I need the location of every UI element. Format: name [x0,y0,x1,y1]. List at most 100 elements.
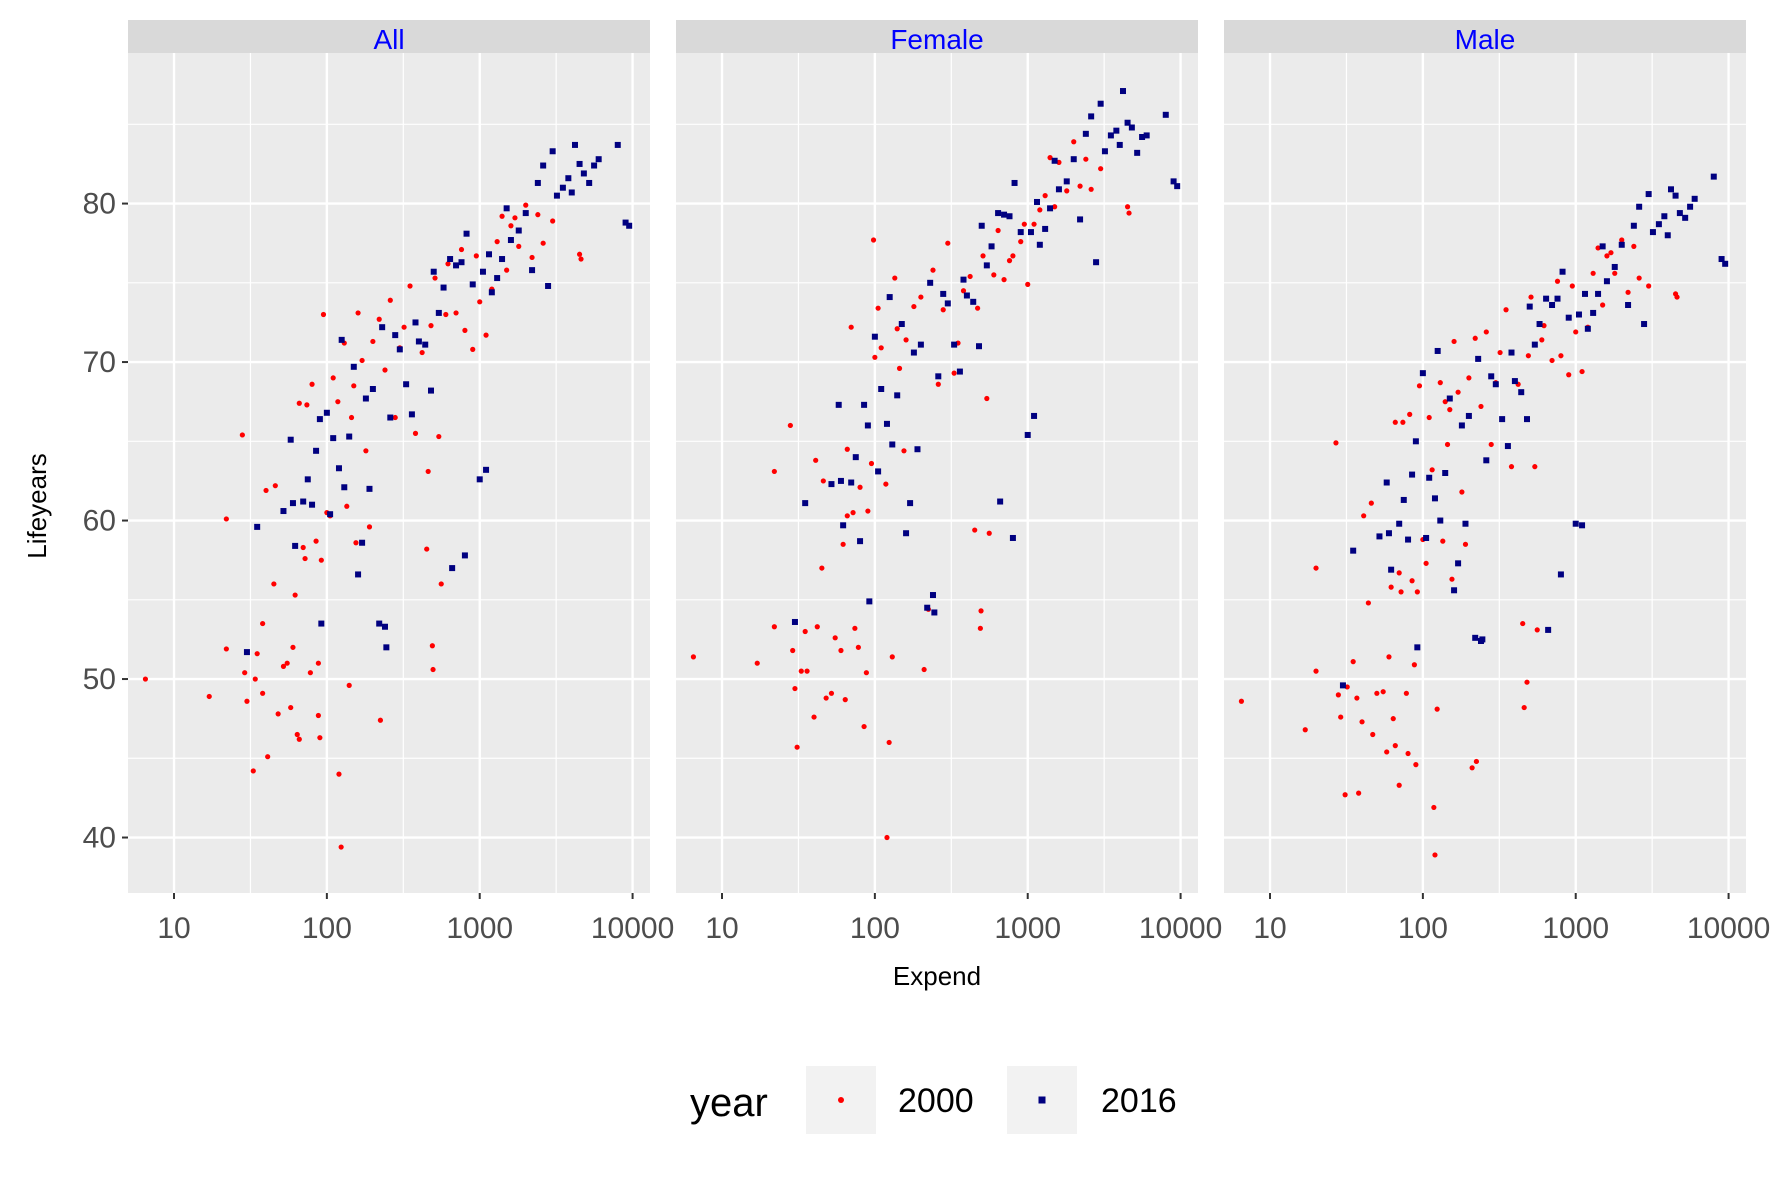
point-2000 [494,239,500,245]
point-2000 [292,592,298,598]
point-2000 [794,744,800,750]
point-2000 [363,448,369,454]
point-2000 [529,254,535,261]
point-2016 [1093,259,1100,266]
point-2000 [223,516,229,522]
point-2000 [838,647,844,654]
point-2000 [1042,193,1048,199]
point-2000 [1405,750,1411,757]
point-2016 [403,381,410,388]
point-2016 [447,256,454,263]
point-2000 [523,202,529,208]
point-2000 [1083,156,1089,162]
point-2016 [1504,443,1511,450]
point-2016 [1691,195,1698,202]
point-2016 [1584,325,1591,332]
point-2016 [1508,349,1515,356]
point-2000 [1449,576,1455,582]
point-2016 [883,420,890,427]
point-2000 [1444,441,1451,448]
point-2000 [911,303,917,310]
point-2000 [1333,440,1339,446]
point-2016 [1499,416,1506,423]
point-2000 [857,484,863,490]
point-2000 [1508,464,1515,470]
facet-label: All [373,24,404,55]
point-2000 [1469,765,1475,771]
point-2000 [424,546,430,552]
point-2016 [1572,520,1579,527]
point-2000 [1392,419,1398,425]
point-2000 [1313,668,1319,674]
point-2016 [591,162,598,169]
point-2000 [432,275,438,281]
point-2000 [1380,689,1386,695]
point-2016 [379,324,386,331]
point-2000 [320,311,327,318]
point-2000 [1558,353,1564,359]
point-2016 [1426,474,1433,481]
point-2000 [1434,706,1440,712]
point-2000 [1674,294,1680,300]
point-2000 [392,414,398,421]
point-2016 [1649,229,1656,236]
point-2000 [346,682,352,688]
point-2000 [1534,627,1540,633]
point-2016 [889,441,896,448]
point-2016 [1011,179,1018,186]
point-2016 [479,268,486,275]
point-2016 [392,332,399,339]
point-2000 [978,608,984,614]
point-2016 [1565,314,1572,321]
point-2016 [1595,290,1602,297]
point-2016 [852,454,859,461]
facet-male: Male 10 100 1000 10000 [1224,20,1770,945]
point-2000 [883,481,889,487]
point-2016 [917,341,924,348]
point-2016 [861,401,868,408]
point-2000 [1386,654,1392,660]
point-2000 [338,844,344,850]
point-2000 [355,310,361,316]
point-2016 [907,500,914,507]
point-2000 [1451,338,1457,345]
point-2000 [1497,349,1503,356]
point-2016 [1599,243,1606,250]
point-2016 [1455,560,1462,567]
x-axis-title: Expend [893,961,981,991]
point-2016 [875,468,882,475]
point-2016 [549,148,556,155]
point-2000 [313,538,319,544]
point-2000 [842,697,848,703]
point-2000 [1600,302,1606,308]
point-2000 [1396,782,1402,788]
point-2016 [1434,347,1441,354]
panel-background [1224,53,1746,893]
point-2016 [1051,157,1058,164]
point-2000 [945,240,951,246]
point-2016 [1082,130,1089,137]
point-2016 [476,476,483,483]
panel-background [676,53,1198,893]
point-2000 [1384,749,1390,755]
point-2016 [1641,321,1648,328]
point-2000 [986,530,992,536]
point-2016 [568,189,575,196]
point-2000 [850,510,856,516]
point-2000 [1359,719,1365,725]
point-2016 [458,259,465,266]
point-2016 [944,300,951,307]
point-2016 [313,447,320,454]
point-2016 [435,309,442,316]
point-2016 [362,395,369,402]
facet-strip [128,20,650,53]
point-2000 [844,446,850,452]
point-2000 [889,654,895,660]
point-2000 [951,370,957,376]
x-tick-label: 10000 [1687,912,1770,945]
point-2000 [980,253,986,259]
point-2016 [300,498,307,505]
point-2000 [436,433,442,440]
point-2016 [1119,88,1126,95]
point-2016 [540,162,547,169]
